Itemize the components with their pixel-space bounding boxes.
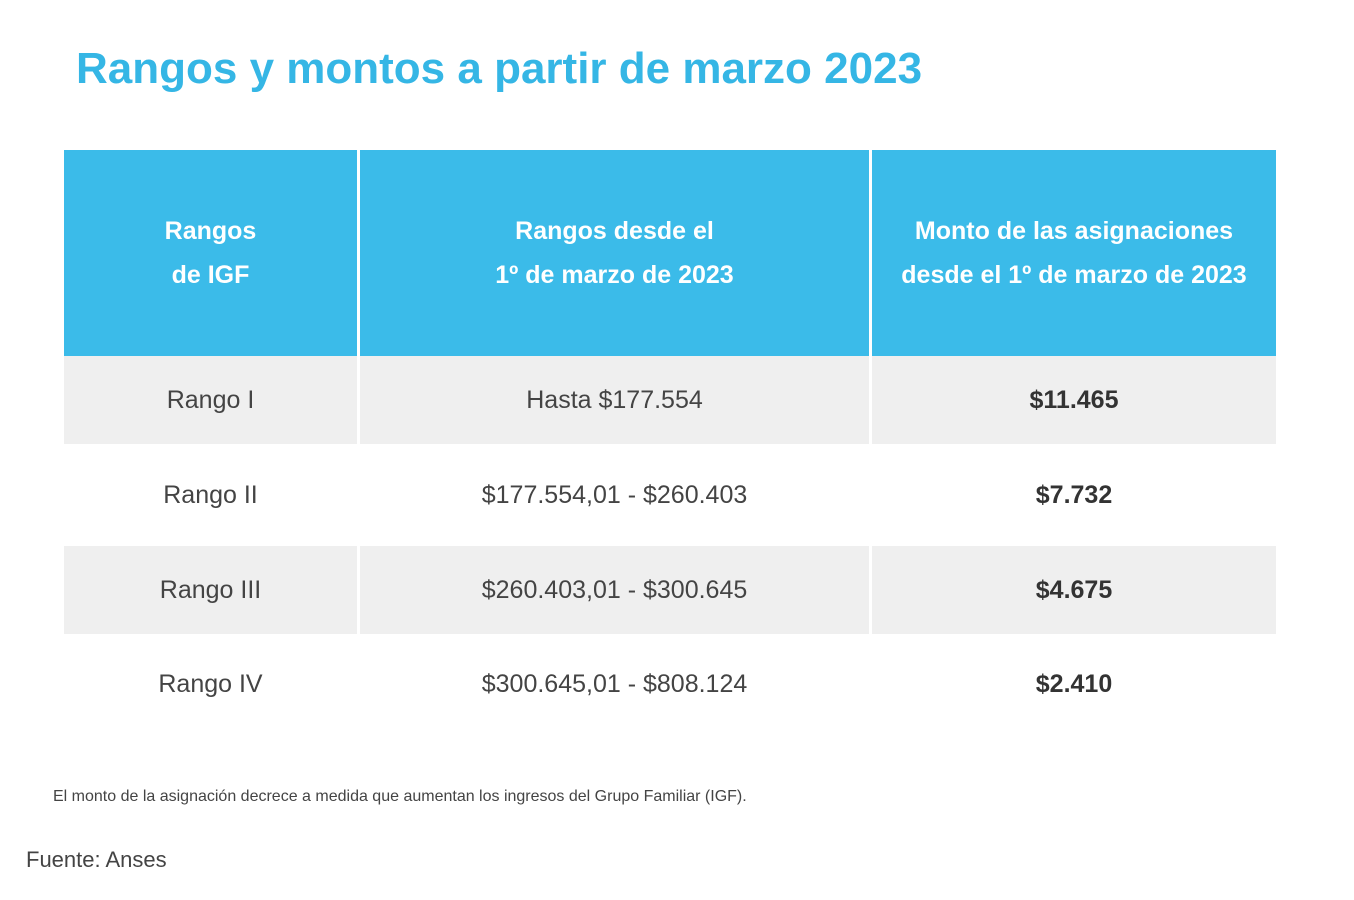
header-cell-income: Rangos desde el 1º de marzo de 2023 [357, 150, 869, 356]
range-cell: Rango II [163, 480, 258, 509]
table-row: Rango IV $300.645,01 - $808.124 $2.410 [64, 634, 1276, 734]
range-cell: Rango IV [158, 669, 263, 698]
header-amount-line1: Monto de las asignaciones [914, 217, 1234, 245]
amount-cell: $7.732 [869, 444, 1276, 546]
amount-cell: $2.410 [869, 634, 1276, 734]
amount-cell: $4.675 [869, 546, 1276, 634]
footnote: El monto de la asignación decrece a medi… [53, 788, 747, 805]
table-header: Rangos de IGF Rangos desde el 1º de marz… [64, 150, 1276, 356]
table-row: Rango II $177.554,01 - $260.403 $7.732 [64, 444, 1276, 546]
header-cell-amount: Monto de las asignaciones desde el 1º de… [869, 150, 1276, 356]
source-credit: Fuente: Anses [26, 847, 167, 872]
header-cell-range: Rangos de IGF [64, 150, 357, 356]
header-range-line1: Rangos [164, 217, 257, 245]
table-row: Rango I Hasta $177.554 $11.465 [64, 356, 1276, 444]
income-cell: $177.554,01 - $260.403 [357, 444, 869, 546]
amount-cell: $11.465 [869, 356, 1276, 444]
header-amount-line2: desde el 1º de marzo de 2023 [901, 261, 1247, 289]
header-income-line1: Rangos desde el [515, 217, 714, 245]
income-cell: Hasta $177.554 [357, 356, 869, 444]
ranges-table: Rangos de IGF Rangos desde el 1º de marz… [64, 150, 1276, 734]
income-cell: $260.403,01 - $300.645 [357, 546, 869, 634]
page-title: Rangos y montos a partir de marzo 2023 [76, 44, 923, 93]
table-row: Rango III $260.403,01 - $300.645 $4.675 [64, 546, 1276, 634]
header-range-line2: de IGF [171, 261, 250, 289]
header-income-line2: 1º de marzo de 2023 [495, 261, 734, 289]
income-cell: $300.645,01 - $808.124 [357, 634, 869, 734]
range-cell: Rango III [64, 546, 357, 634]
range-cell: Rango I [64, 356, 357, 444]
